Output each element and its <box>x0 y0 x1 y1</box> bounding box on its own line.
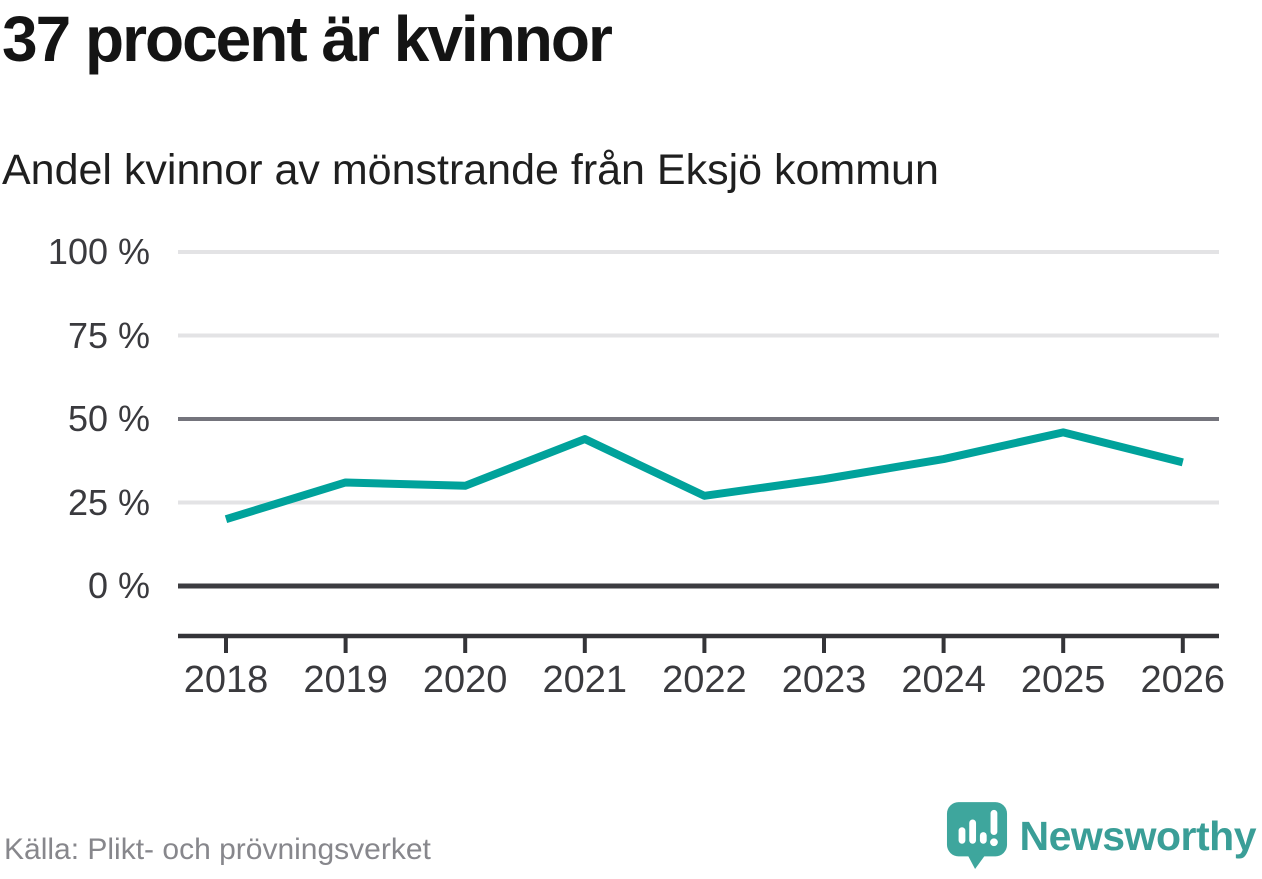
y-axis-label: 25 % <box>67 481 150 523</box>
y-axis-label: 75 % <box>67 314 150 356</box>
y-axis-label: 100 % <box>47 231 150 272</box>
x-axis-label: 2019 <box>303 659 388 701</box>
x-axis-label: 2018 <box>183 659 269 701</box>
chart-subtitle: Andel kvinnor av mönstrande från Eksjö k… <box>2 146 939 194</box>
data-line <box>224 428 1184 524</box>
y-axis-label: 50 % <box>67 398 150 439</box>
brand-lockup: Newsworthy <box>946 801 1257 871</box>
newsworthy-logo-icon <box>946 802 1007 869</box>
page-title: 37 procent är kvinnor <box>2 3 613 75</box>
x-axis-label: 2020 <box>422 659 508 701</box>
x-axis-label: 2024 <box>901 659 986 701</box>
brand-wordmark: Newsworthy <box>1019 812 1257 859</box>
x-axis-label: 2023 <box>781 659 867 701</box>
x-axis-label: 2026 <box>1140 659 1226 701</box>
source-note: Källa: Plikt- och prövningsverket <box>4 833 431 866</box>
x-axis-label: 2021 <box>542 659 628 701</box>
x-axis-label: 2025 <box>1020 659 1106 701</box>
x-axis-label: 2022 <box>662 659 747 701</box>
y-axis-label: 0 % <box>87 565 150 606</box>
